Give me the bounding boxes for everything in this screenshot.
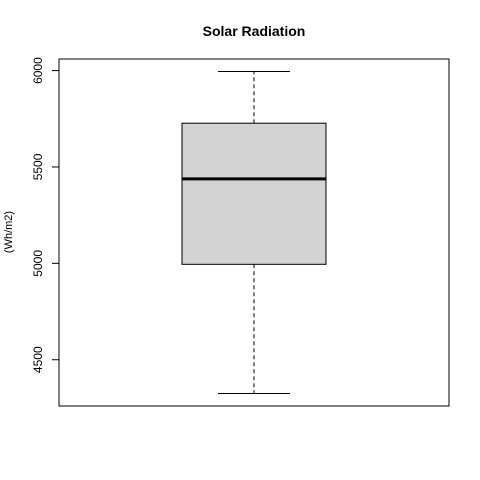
iqr-box	[181, 122, 327, 265]
plot-frame	[58, 58, 450, 407]
y-tick-label-4500: 4500	[31, 346, 45, 373]
plot-layer: 4500 5000 5500 6000	[31, 57, 327, 394]
y-tick-label-5000: 5000	[31, 250, 45, 277]
y-axis-label: (Wh/m2)	[3, 211, 15, 253]
y-tick-label-5500: 5500	[31, 153, 45, 180]
chart-title: Solar Radiation	[203, 23, 306, 39]
y-tick-label-6000: 6000	[31, 57, 45, 84]
